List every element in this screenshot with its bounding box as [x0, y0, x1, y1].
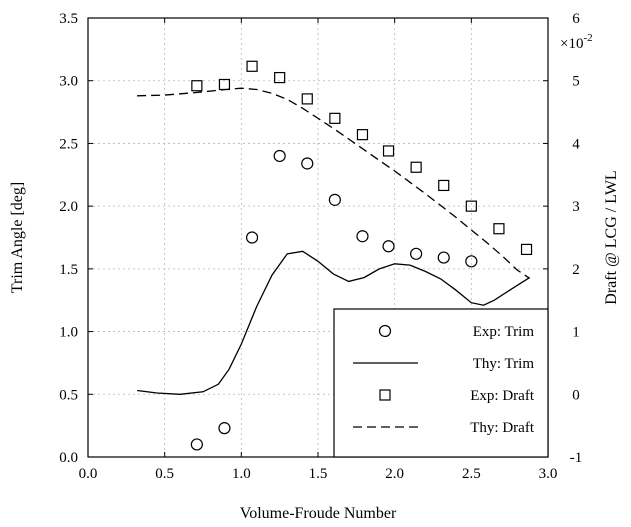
data-point — [437, 251, 450, 264]
x-tick-label: 2.5 — [462, 466, 481, 482]
data-point — [520, 243, 533, 256]
data-point — [190, 438, 203, 451]
legend-marker — [379, 389, 391, 401]
series-line — [137, 87, 530, 279]
legend-label: Exp: Draft — [470, 388, 535, 404]
series-3 — [137, 87, 530, 279]
legend-item: Thy: Draft — [353, 420, 535, 436]
data-point — [465, 200, 477, 212]
data-point — [218, 422, 231, 435]
y-tick-label: 3.5 — [59, 11, 78, 27]
data-point — [382, 240, 395, 253]
x-tick-label: 0.0 — [79, 466, 98, 482]
y2-axis-title: Draft @ LCG / LWL — [603, 170, 620, 304]
data-point — [191, 80, 203, 92]
y2-tick-label: -1 — [570, 450, 583, 466]
y2-axis-multiplier-base: ×10 — [560, 36, 583, 52]
y2-tick-label: 0 — [572, 387, 580, 403]
y-tick-label: 0.5 — [59, 387, 78, 403]
legend-label: Thy: Draft — [470, 420, 535, 436]
data-point — [273, 149, 286, 163]
legend-item: Thy: Trim — [353, 356, 534, 372]
y-tick-label: 0.0 — [59, 450, 78, 466]
x-tick-label: 1.5 — [309, 466, 328, 482]
series-layer — [137, 60, 533, 451]
series-1 — [137, 250, 530, 395]
data-point — [246, 60, 258, 72]
data-point — [382, 145, 395, 157]
data-point — [301, 157, 314, 170]
series-0 — [190, 149, 478, 451]
series-line — [137, 250, 530, 395]
data-point — [356, 129, 369, 141]
legend-label: Thy: Trim — [473, 356, 535, 372]
data-point — [465, 255, 478, 268]
data-point — [493, 223, 505, 235]
legend-item: Exp: Draft — [379, 388, 535, 404]
y-tick-label: 3.0 — [59, 74, 78, 90]
data-point — [410, 247, 423, 260]
y2-tick-label: 2 — [572, 262, 580, 278]
y-tick-label: 1.5 — [59, 262, 78, 278]
data-point — [274, 71, 286, 84]
legend-marker — [378, 324, 392, 338]
y2-axis-multiplier-exponent: -2 — [583, 32, 592, 44]
y-axis-title: Trim Angle [deg] — [9, 182, 26, 293]
y-tick-label: 1.0 — [59, 325, 78, 341]
y2-tick-label: 1 — [572, 325, 580, 341]
legend-label: Exp: Trim — [473, 324, 535, 340]
y-tick-label: 2.5 — [59, 136, 78, 152]
data-point — [245, 231, 259, 244]
tick-labels: 0.0 0.5 1.0 1.5 2.0 2.5 3.0 0.0 0.5 1.0 1.5 2.0 2.5 3… — [59, 11, 582, 482]
x-axis-title: Volume-Froude Number — [240, 505, 397, 522]
data-point — [329, 112, 341, 124]
data-point — [301, 93, 313, 105]
series-2 — [191, 60, 533, 256]
data-point — [356, 230, 369, 243]
y-tick-label: 2.0 — [59, 199, 78, 215]
y2-tick-label: 4 — [572, 136, 580, 152]
data-point — [438, 179, 450, 192]
data-point — [410, 161, 422, 173]
legend: Exp: Trim Thy: Trim Exp: Draft Thy: Draft — [333, 308, 549, 458]
x-tick-label: 3.0 — [539, 466, 558, 482]
y2-tick-label: 3 — [572, 199, 580, 215]
x-tick-label: 1.0 — [232, 466, 251, 482]
y2-axis-multiplier: ×10-2 — [560, 32, 593, 52]
x-tick-label: 2.0 — [385, 466, 404, 482]
x-tick-label: 0.5 — [155, 466, 174, 482]
plot-frame — [87, 17, 549, 458]
y2-tick-label: 6 — [572, 11, 580, 27]
legend-item: Exp: Trim — [378, 324, 535, 340]
data-point — [328, 193, 341, 206]
legend-box — [333, 308, 549, 458]
y2-tick-label: 5 — [572, 74, 580, 90]
